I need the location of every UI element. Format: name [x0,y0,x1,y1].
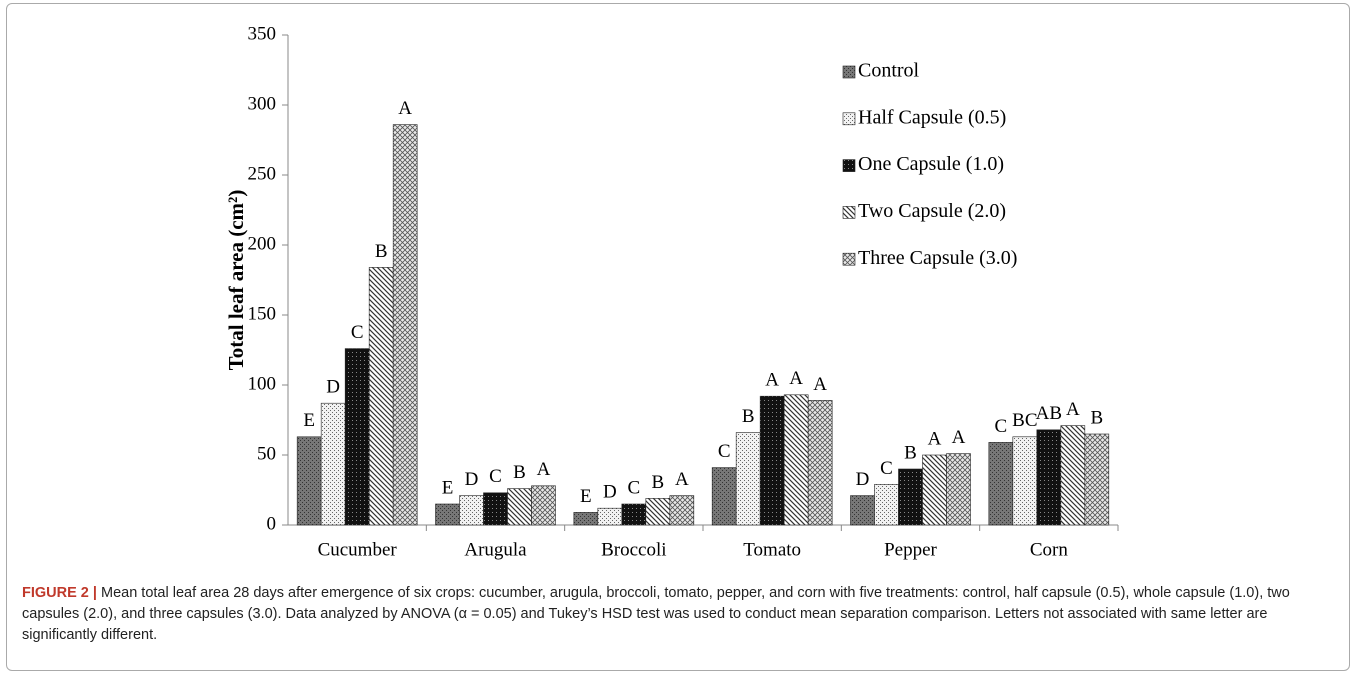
bar [344,348,370,526]
y-tick-label: 0 [267,513,277,534]
bar [320,402,346,526]
bar [807,400,833,526]
y-tick-label: 50 [257,443,276,464]
bar [392,124,418,526]
y-tick-label: 200 [248,233,277,254]
legend-label: Control [858,60,920,82]
bar-letter: C [627,477,640,498]
legend-swatch [842,206,856,219]
legend-swatch [842,159,856,172]
bar [435,503,460,526]
bar-letter: A [928,428,942,449]
bar [459,495,484,526]
legend-swatch [842,65,856,79]
bar [483,492,508,526]
bar [988,442,1014,526]
bar-letter: B [513,462,526,483]
bar-letter: BC [1012,410,1037,431]
bar [669,495,695,526]
bar [507,488,532,526]
bar-letter: A [789,368,803,389]
bar-letter: D [856,469,870,490]
bar-letter: A [675,469,689,490]
bar [296,436,322,526]
bar [711,467,737,526]
y-tick-label: 100 [248,373,277,394]
bar-letter: B [651,472,664,493]
y-tick-label: 350 [248,23,277,44]
bar [1036,429,1062,526]
bar [1084,433,1110,526]
y-tick-label: 300 [248,93,277,114]
bar-letter: E [303,410,315,431]
bar-letter: A [813,374,827,395]
bar [922,454,947,526]
bar [874,484,899,526]
bar-letter: C [994,416,1007,437]
x-tick-label: Broccoli [601,539,666,560]
bar [946,453,971,526]
bar-letter: C [489,466,502,487]
y-tick-label: 250 [248,163,277,184]
bar-letter: E [580,486,592,507]
bar [368,267,394,526]
legend-label: One Capsule (1.0) [858,153,1004,175]
x-tick-label: Cucumber [318,539,398,560]
bar-letter: B [1090,407,1103,428]
bar-letter: D [603,482,617,503]
bar [597,507,623,526]
figure-frame [6,3,1350,671]
legend-swatch [842,112,856,126]
bar-letter: C [718,441,731,462]
bar-letter: A [765,370,779,391]
bar-letter: B [742,406,755,427]
bar [850,495,875,526]
bar-letter: B [375,241,388,262]
bar [1060,425,1086,526]
bar-letter: A [1066,399,1080,420]
x-tick-label: Corn [1030,539,1069,560]
legend-label: Half Capsule (0.5) [858,106,1006,128]
caption-label: FIGURE 2 | [22,585,97,601]
legend-swatch [842,252,856,266]
bar-letter: D [326,377,340,398]
bar-letter: A [398,98,412,119]
y-axis-label: Total leaf area (cm²) [224,190,248,371]
bar [759,395,785,526]
bar [645,498,671,526]
legend-label: Two Capsule (2.0) [858,200,1006,222]
bar-letter: D [465,469,479,490]
bar [783,394,809,526]
bar-letter: E [442,477,454,498]
bar-letter: C [351,322,364,343]
bar-letter: B [904,442,917,463]
legend-label: Three Capsule (3.0) [858,247,1017,269]
bar-letter: C [880,458,893,479]
y-tick-label: 150 [248,303,277,324]
x-tick-label: Tomato [743,539,801,560]
x-tick-label: Arugula [464,539,527,560]
bar [573,512,599,526]
bar [735,432,761,526]
bar [898,468,923,526]
bar [1012,436,1038,526]
bar-letter: A [537,459,551,480]
bar-letter: AB [1036,403,1062,424]
chart: Total leaf area (cm²) 0 50 100 150 200 250 300… [224,23,1119,560]
caption-text: Mean total leaf area 28 days after emerg… [22,585,1290,643]
x-tick-label: Pepper [884,539,937,560]
bar [621,503,647,526]
caption: FIGURE 2 | Mean total leaf area 28 days … [22,583,1332,646]
bar [531,485,556,526]
bar-letter: A [952,427,966,448]
